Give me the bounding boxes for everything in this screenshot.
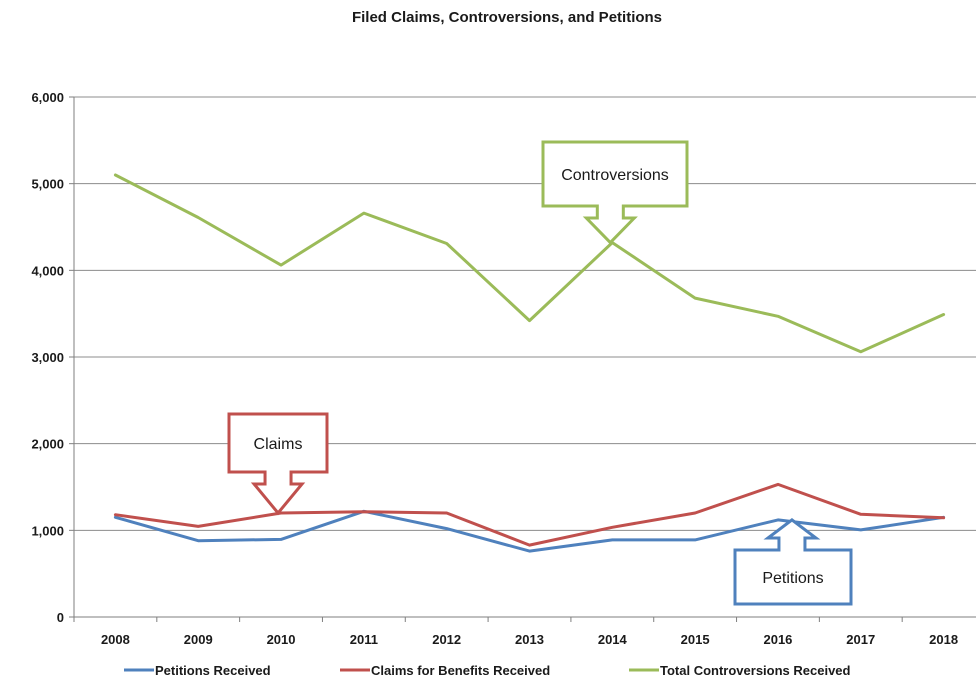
callout-controversions-label: Controversions <box>561 167 669 184</box>
x-tick-label: 2017 <box>846 632 875 647</box>
y-tick-label: 2,000 <box>31 437 64 452</box>
callout-petitions-label: Petitions <box>762 570 823 587</box>
x-tick-label: 2015 <box>681 632 710 647</box>
x-axis: 2008 2009 2010 2011 2012 2013 2014 2015 2016 2017… <box>73 617 958 647</box>
series-line-claims-for-benefits-received <box>113 482 946 547</box>
x-tick-label: 2013 <box>515 632 544 647</box>
y-tick-label: 3,000 <box>31 350 64 365</box>
x-tick-label: 2012 <box>432 632 461 647</box>
y-tick-label: 4,000 <box>31 263 64 278</box>
legend-label-total-controversions-received: Total Controversions Received <box>660 663 851 678</box>
x-tick-label: 2011 <box>350 632 378 647</box>
x-tick-label: 2014 <box>598 632 628 647</box>
callout-claims-label: Claims <box>254 436 303 453</box>
series-line-total-controversions-received <box>113 173 946 354</box>
x-tick-label: 2009 <box>184 632 213 647</box>
series-line-petitions-received <box>113 509 946 553</box>
y-tick-label: 6,000 <box>31 90 64 105</box>
y-tick-label: 1,000 <box>31 523 64 538</box>
chart-title: Filed Claims, Controversions, and Petiti… <box>352 9 662 26</box>
x-tick-label: 2010 <box>267 632 296 647</box>
x-tick-label: 2016 <box>763 632 792 647</box>
x-tick-label: 2008 <box>101 632 130 647</box>
y-tick-label: 0 <box>57 610 64 625</box>
gridlines <box>69 96 976 618</box>
series-lines <box>113 173 946 553</box>
callout-petitions <box>733 518 853 606</box>
callout-controversions <box>541 140 689 245</box>
legend: Petitions Received Claims for Benefits Re… <box>124 663 851 678</box>
x-tick-label: 2018 <box>929 632 958 647</box>
y-axis-ticks: 0 1,000 2,000 3,000 4,000 5,000 6,000 <box>31 90 64 625</box>
callouts: Controversions Claims Petitions <box>227 140 853 606</box>
legend-label-claims-for-benefits-received: Claims for Benefits Received <box>371 663 550 678</box>
legend-label-petitions-received: Petitions Received <box>155 663 271 678</box>
callout-claims <box>227 412 329 516</box>
y-tick-label: 5,000 <box>31 177 64 192</box>
